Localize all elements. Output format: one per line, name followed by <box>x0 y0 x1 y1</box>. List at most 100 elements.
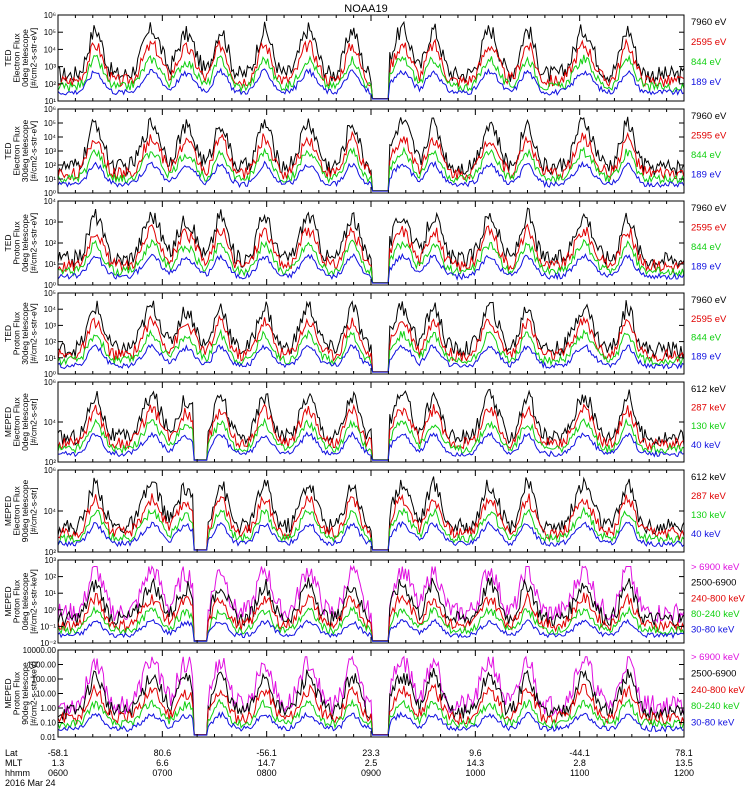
y-tick-label: 10² <box>44 161 56 170</box>
y-axis-label: [#/cm2-s-str-eV] <box>29 213 39 273</box>
y-tick-label: 10² <box>44 458 56 467</box>
y-tick-label: 10⁻² <box>40 639 56 648</box>
x-row-label: 2016 Mar 24 <box>5 778 56 788</box>
panel-frame <box>57 559 685 644</box>
y-axis-label: Proton Flux <box>12 221 22 265</box>
x-tick-label: -56.1 <box>256 748 277 758</box>
y-tick-label: 10⁰ <box>44 606 56 615</box>
legend-entry: 612 keV <box>691 472 727 483</box>
x-tick-label: 0800 <box>257 768 277 778</box>
y-tick-label: 10¹ <box>44 354 56 363</box>
x-tick-label: 1200 <box>674 768 694 778</box>
y-tick-label: 10¹ <box>44 175 56 184</box>
x-tick-label: 6.6 <box>156 758 169 768</box>
panel-8: 0.01 0.10 1.00 10.00 100.00 1000.00 10000.00 ME… <box>3 646 746 742</box>
legend-entry: 2595 eV <box>691 37 727 48</box>
y-axis-label: TED <box>3 235 13 252</box>
y-axis-label: 0deg telescope <box>20 572 30 630</box>
series-line <box>57 520 685 551</box>
legend-entry: 844 eV <box>691 242 722 253</box>
series-line <box>57 54 685 100</box>
y-axis-label: [#/cm2-s-str-keV] <box>29 569 39 634</box>
series-line <box>57 417 685 461</box>
x-tick-label: 80.6 <box>154 748 172 758</box>
y-tick-label: 10⁰ <box>44 189 56 198</box>
legend-entry: 189 eV <box>691 352 722 363</box>
series-line <box>57 300 685 373</box>
y-axis-label: 90deg telescope <box>20 662 30 725</box>
y-tick-label: 10⁴ <box>44 418 57 427</box>
y-tick-label: 10¹ <box>44 260 56 269</box>
y-axis-label: 90deg telescope <box>20 480 30 543</box>
y-tick-label: 1.00 <box>40 704 56 713</box>
x-tick-label: 0900 <box>361 768 381 778</box>
legend-entry: 40 keV <box>691 529 721 540</box>
series-line <box>57 116 685 192</box>
series-line <box>57 20 685 99</box>
y-tick-label: 10² <box>44 80 56 89</box>
legend-entry: 287 keV <box>691 403 727 414</box>
series-line <box>57 683 685 736</box>
series-line <box>57 591 685 642</box>
y-axis-label: MEPED <box>3 678 13 708</box>
series-line <box>57 252 685 284</box>
y-axis-label: Proton Flux <box>12 671 22 715</box>
x-tick-label: 0600 <box>48 768 68 778</box>
legend-entry: 612 keV <box>691 384 727 395</box>
series-line <box>57 146 685 192</box>
legend-entry: 30-80 keV <box>691 625 735 636</box>
legend-entry: 240-800 keV <box>691 685 746 696</box>
series-line <box>57 698 685 736</box>
y-tick-label: 10⁵ <box>44 28 56 37</box>
legend-entry: 2595 eV <box>691 314 727 325</box>
legend-entry: 130 keV <box>691 510 727 521</box>
x-tick-label: 2.8 <box>573 758 586 768</box>
y-tick-label: 10⁻¹ <box>40 622 56 631</box>
y-axis-label: Electron Flux <box>12 485 22 535</box>
y-axis-label: 0deg telescope <box>20 214 30 272</box>
series-line <box>57 343 685 373</box>
y-tick-label: 10⁴ <box>44 133 57 142</box>
y-axis-label: MEPED <box>3 496 13 526</box>
x-tick-label: 1.3 <box>52 758 65 768</box>
y-axis-label: MEPED <box>3 586 13 616</box>
y-axis-label: 30deg telescope <box>20 120 30 183</box>
legend-entry: 80-240 keV <box>691 701 740 712</box>
y-axis-label: TED <box>3 143 13 160</box>
y-tick-label: 10² <box>44 338 56 347</box>
y-axis-label: [#/cm2-s-str] <box>29 487 39 534</box>
y-tick-label: 10⁰ <box>44 281 56 290</box>
y-axis-label: 0deg telescope <box>20 29 30 87</box>
series-line <box>58 431 685 461</box>
y-tick-label: 10⁵ <box>44 289 56 298</box>
legend-entry: 240-800 keV <box>691 593 746 604</box>
legend-entry: 844 eV <box>691 150 722 161</box>
y-axis-label: TED <box>3 325 13 342</box>
series-line <box>57 388 685 461</box>
legend-entry: 2595 eV <box>691 223 727 234</box>
y-axis-label: 30deg telescope <box>20 302 30 365</box>
series-line <box>57 403 685 461</box>
x-tick-label: -44.1 <box>569 748 590 758</box>
legend-entry: 7960 eV <box>691 203 727 214</box>
series-line <box>57 605 685 642</box>
y-tick-label: 10⁶ <box>44 11 56 20</box>
legend-entry: 287 keV <box>691 491 727 502</box>
legend-entry: 7960 eV <box>691 17 727 28</box>
legend-entry: 189 eV <box>691 77 722 88</box>
y-tick-label: 10¹ <box>44 97 56 106</box>
y-tick-label: 10⁴ <box>44 305 57 314</box>
x-tick-label: 13.5 <box>675 758 693 768</box>
y-tick-label: 10² <box>44 548 56 557</box>
y-axis-label: TED <box>3 50 13 67</box>
legend-entry: 130 keV <box>691 421 727 432</box>
y-axis-label: Electron Flux <box>12 125 22 175</box>
